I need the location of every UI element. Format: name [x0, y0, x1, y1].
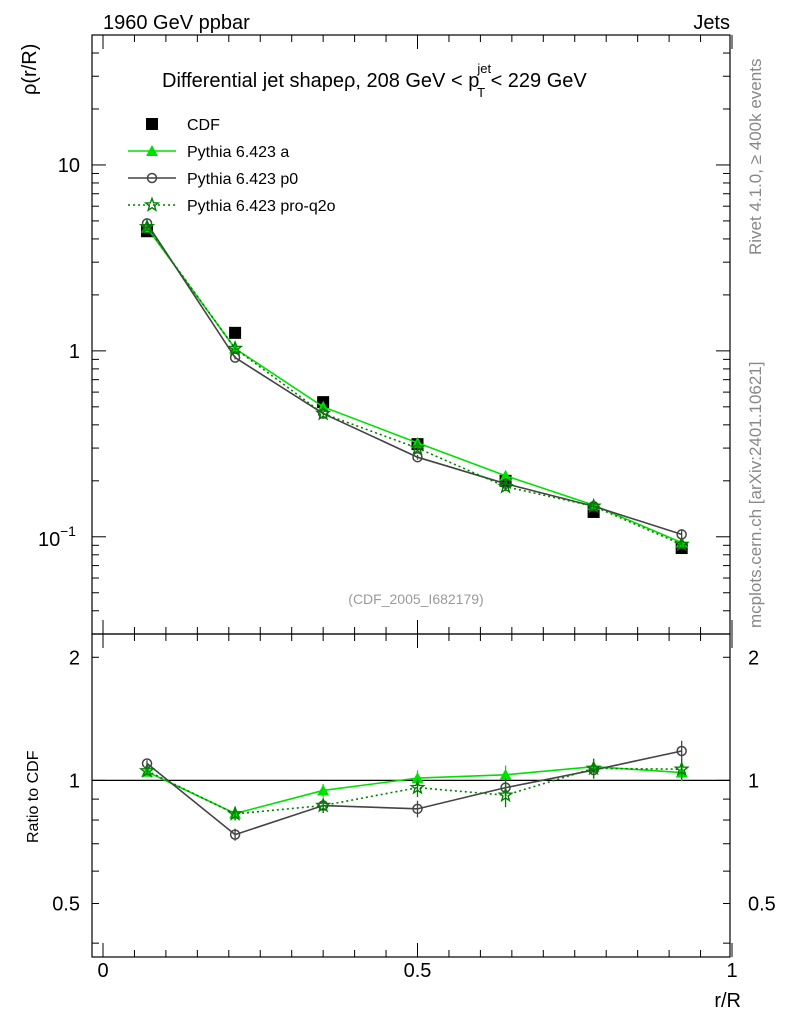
rivet-label: Rivet 4.1.0, ≥ 400k events [746, 59, 765, 255]
ratio-data-point [673, 760, 690, 777]
legend-entry: Pythia 6.423 pro-q2o [128, 196, 336, 215]
main-data-point [229, 326, 242, 339]
main-series-pythia-6-423-p0 [141, 218, 687, 540]
main-data-point [673, 535, 690, 552]
main-data-point [499, 469, 512, 481]
axis-ticks [92, 34, 733, 957]
ratio-plot-frame [91, 633, 731, 958]
main-series-pythia-6-423-pro-q2o [138, 218, 690, 552]
legend-label: Pythia 6.423 pro-q2o [187, 198, 336, 215]
main-series-pythia-6-423-a [141, 221, 688, 548]
main-y-tick-label-exp-power: −1 [60, 523, 76, 539]
ratio-y-tick-label-right: 0.5 [748, 894, 776, 916]
main-data-point [412, 451, 423, 463]
ratio-series-group [138, 740, 690, 841]
ratio-data-point [676, 745, 687, 757]
ratio-data-point [226, 805, 244, 821]
ratio-data-point [585, 759, 602, 776]
analysis-watermark: (CDF_2005_I682179) [348, 591, 483, 607]
ratio-data-point [138, 762, 156, 778]
legend-label: CDF [187, 117, 220, 134]
header-left-label: 1960 GeV ppbar [103, 12, 250, 34]
mcplots-label: mcplots.cern.ch [arXiv:2401.10621] [746, 362, 765, 628]
main-y-tick-label: 10 [58, 155, 80, 177]
main-data-point [229, 352, 241, 363]
main-series-line [146, 227, 682, 544]
x-tick-label: 0.5 [404, 960, 432, 982]
main-title-sup: jet [476, 61, 491, 76]
ratio-data-point [499, 768, 512, 780]
main-title: Differential jet shapeρ, 208 GeV < pjet T… [162, 61, 587, 100]
legend-marker [146, 145, 158, 156]
main-data-point [585, 497, 602, 514]
legend-label: Pythia 6.423 p0 [187, 171, 298, 188]
legend-entry: CDF [146, 117, 220, 134]
ratio-data-point [497, 786, 514, 803]
main-series-line [146, 226, 682, 546]
main-data-point [409, 439, 426, 455]
main-series-line [146, 222, 682, 536]
main-title-sub: T [477, 85, 485, 100]
main-y-axis-title: ρ(r/R) [19, 44, 41, 95]
legend-entry: Pythia 6.423 a [128, 144, 289, 161]
main-y-tick-label-exp: 10 [38, 529, 60, 551]
ratio-data-point [229, 829, 241, 840]
header-right-label: Jets [693, 12, 730, 34]
ratio-data-point [315, 797, 332, 813]
main-y-tick-label: 1 [69, 341, 80, 363]
ratio-y-tick-label-right: 1 [748, 770, 759, 792]
ratio-series-pythia-6-423-pro-q2o [138, 758, 690, 821]
ratio-y-tick-label-left: 1 [69, 770, 80, 792]
main-data-point [226, 339, 244, 356]
main-data-point [138, 218, 156, 234]
x-tick-label: 1 [726, 960, 737, 982]
x-axis-title: r/R [714, 990, 741, 1012]
legend-label: Pythia 6.423 a [187, 144, 289, 161]
main-title-text: Differential jet shapeρ, 208 GeV < p [162, 70, 479, 92]
legend-marker [146, 172, 158, 184]
ratio-y-tick-label-left: 0.5 [52, 894, 80, 916]
ratio-y-tick-label-right: 2 [748, 647, 759, 669]
ratio-data-point [411, 772, 424, 784]
main-title-end: < 229 GeV [485, 70, 587, 92]
main-series-cdf [141, 225, 688, 555]
legend: CDF Pythia 6.423 a Pythia 6.423 p0 Pythia 6… [128, 117, 336, 215]
legend-marker [143, 196, 161, 212]
main-data-point [497, 478, 514, 494]
ratio-y-axis-title: Ratio to CDF [25, 750, 42, 843]
main-data-point [315, 405, 332, 421]
ratio-data-point [317, 784, 330, 796]
main-series-group [138, 218, 690, 555]
x-tick-label: 0 [97, 960, 108, 982]
legend-entry: Pythia 6.423 p0 [128, 171, 298, 188]
ratio-data-point [412, 803, 423, 815]
legend-marker [146, 118, 158, 130]
ratio-y-tick-label-left: 2 [69, 647, 80, 669]
ratio-data-point [409, 779, 426, 795]
